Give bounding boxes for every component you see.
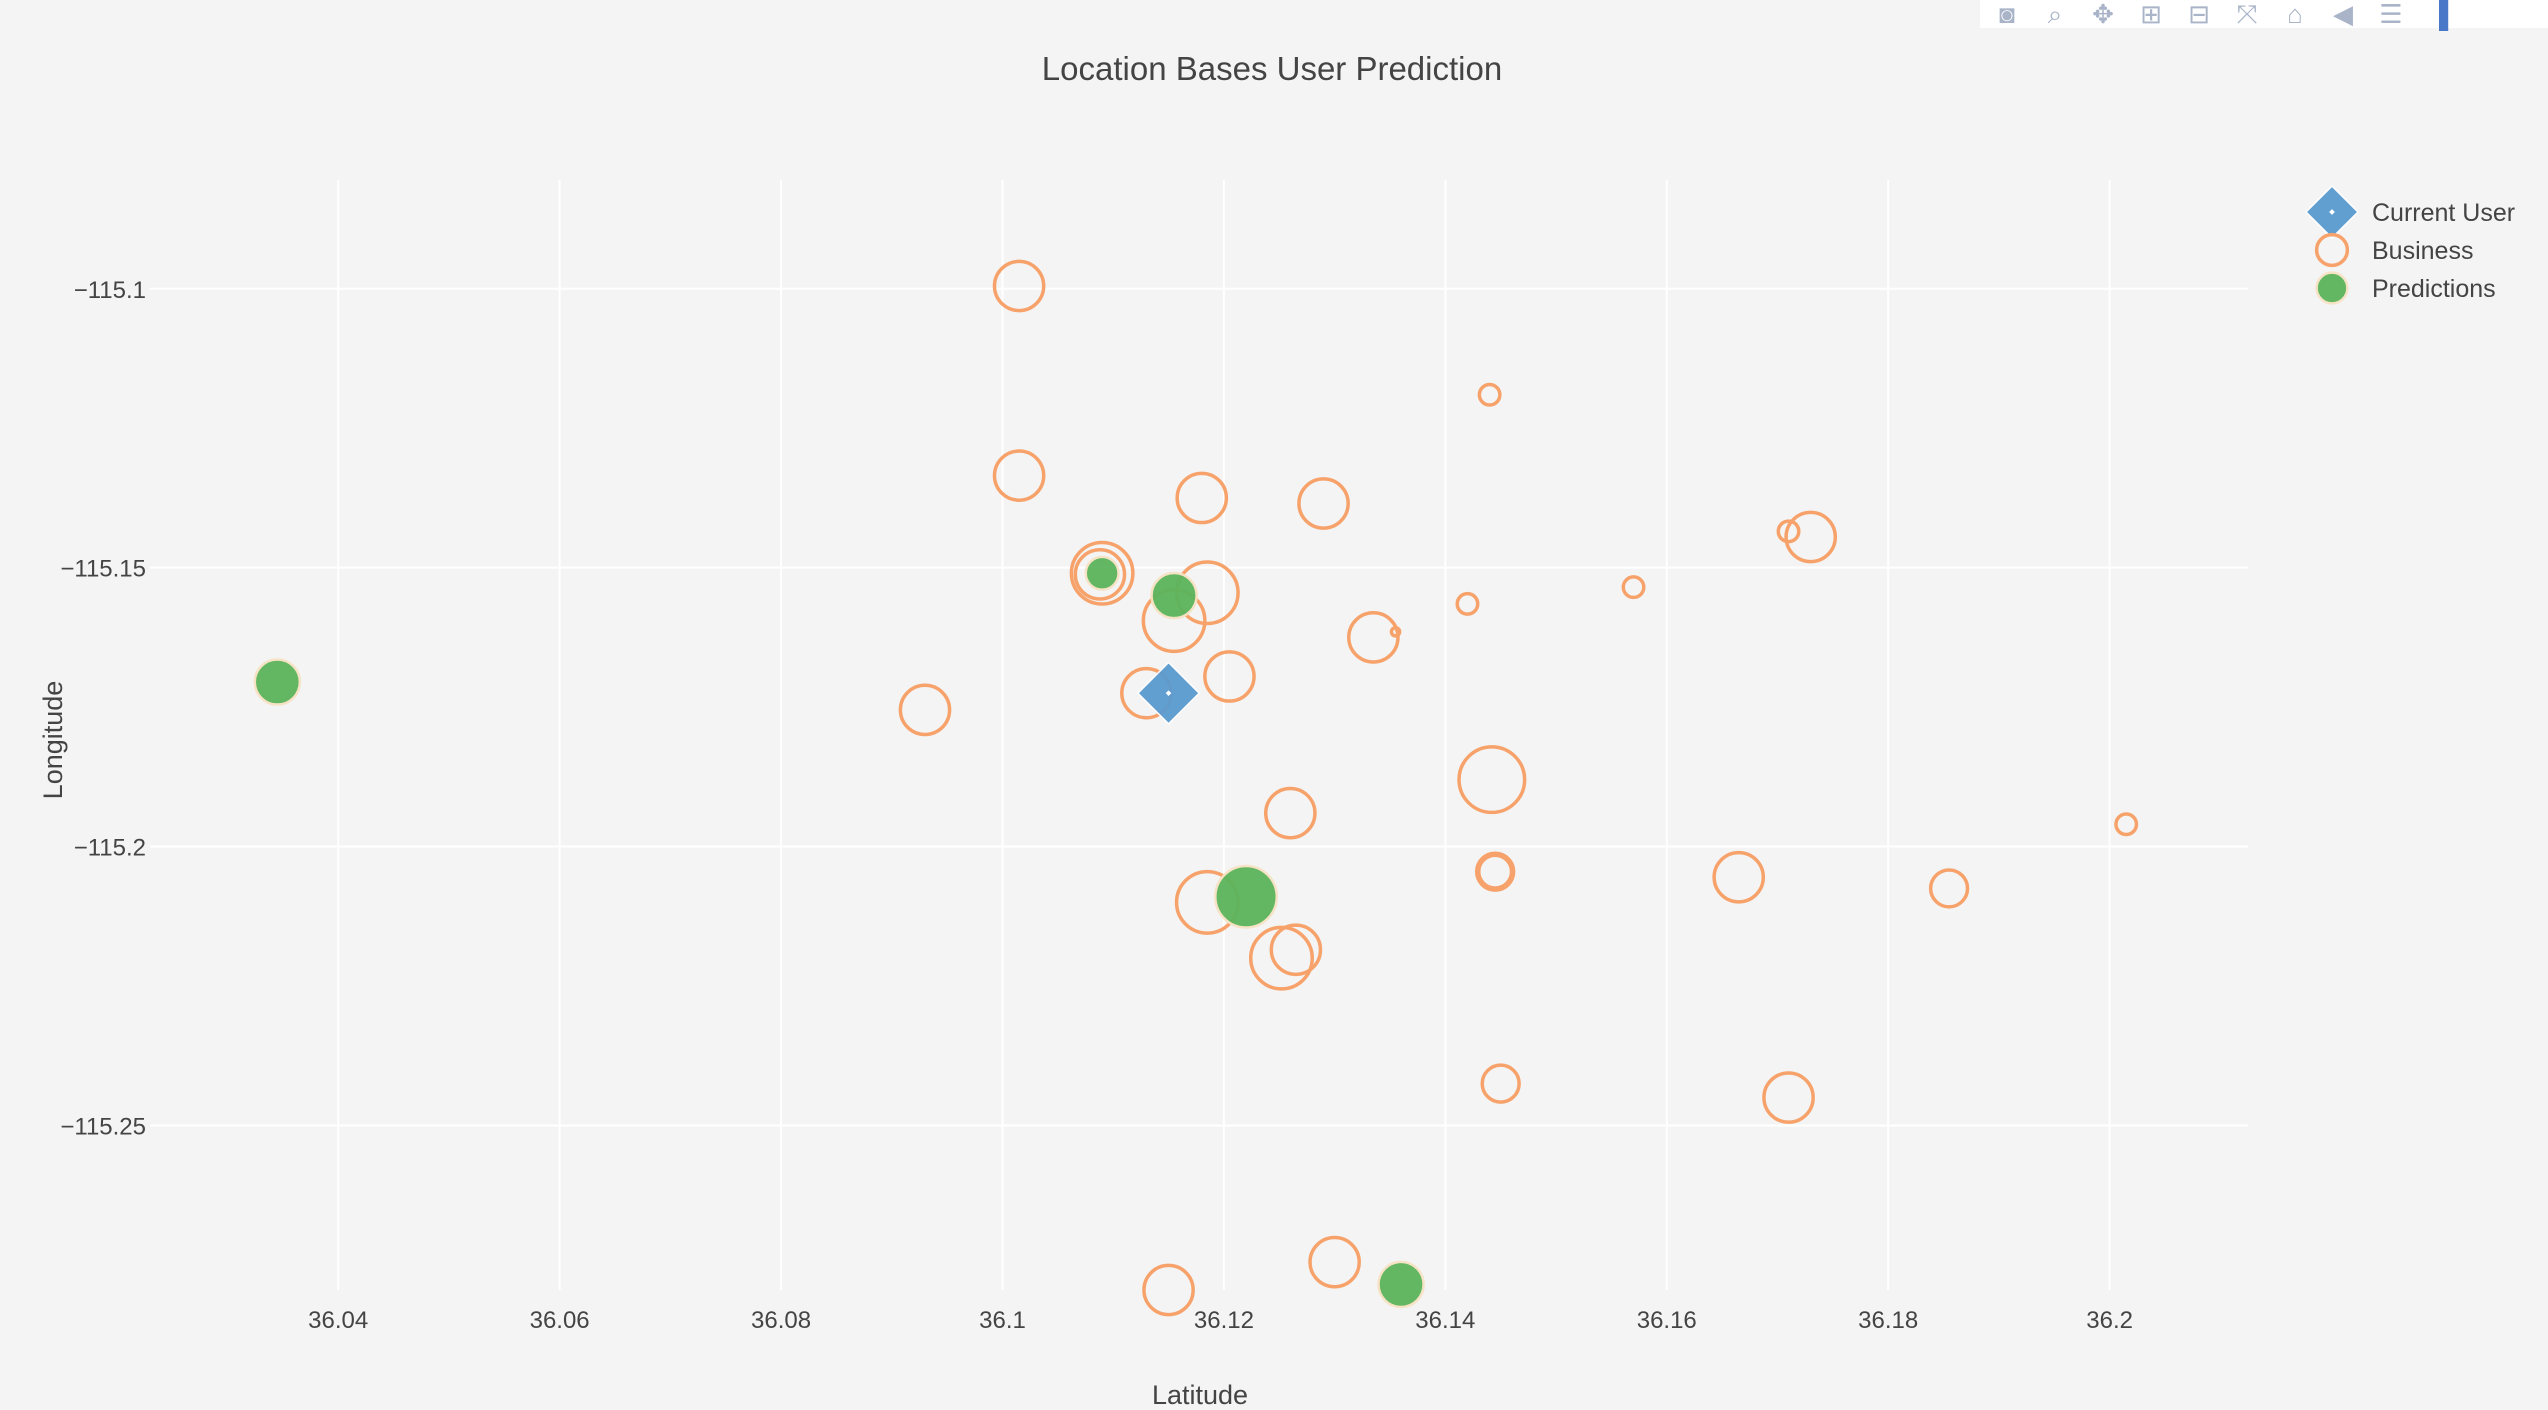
legend-item[interactable]: Predictions bbox=[2315, 271, 2496, 305]
business-point[interactable] bbox=[1203, 650, 1256, 703]
business-point[interactable] bbox=[1477, 853, 1514, 890]
business-point[interactable] bbox=[1073, 548, 1127, 601]
business-point[interactable] bbox=[1474, 851, 1516, 892]
hover-closest-icon[interactable]: ◀ bbox=[2333, 0, 2353, 29]
business-point[interactable] bbox=[1297, 477, 1350, 530]
x-tick-label: 36.08 bbox=[751, 1307, 811, 1334]
plot-modebar: ◙ ⌕ ✥ ⊞ ⊟ ⤧ ⌂ ◀ ☰ ▐ bbox=[1980, 0, 2548, 28]
business-point[interactable] bbox=[1263, 786, 1317, 840]
legend-item[interactable]: Business bbox=[2314, 232, 2474, 268]
current-user-point[interactable] bbox=[1136, 661, 1201, 725]
x-tick-label: 36.18 bbox=[1858, 1307, 1918, 1334]
legend-marker[interactable] bbox=[2305, 185, 2359, 239]
home-icon[interactable]: ⌂ bbox=[2287, 0, 2303, 29]
prediction-point[interactable] bbox=[1084, 555, 1120, 591]
business-point[interactable] bbox=[1308, 1235, 1361, 1289]
business-point[interactable] bbox=[1269, 923, 1323, 977]
business-point[interactable] bbox=[1455, 591, 1480, 616]
x-tick-label: 36.04 bbox=[308, 1307, 368, 1334]
plot-markers bbox=[253, 259, 2139, 1317]
zoom-in-icon[interactable]: ⊞ bbox=[2140, 0, 2162, 29]
legend-marker[interactable] bbox=[2315, 271, 2349, 305]
autoscale-icon[interactable]: ⤧ bbox=[2236, 0, 2258, 29]
business-point[interactable] bbox=[1712, 850, 1766, 904]
business-point[interactable] bbox=[1762, 1071, 1815, 1124]
zoom-icon[interactable]: ⌕ bbox=[2047, 0, 2063, 29]
y-tick-label: −115.15 bbox=[60, 556, 146, 583]
business-point[interactable] bbox=[1477, 382, 1502, 407]
x-axis-title: Latitude bbox=[1152, 1380, 1248, 1410]
business-point[interactable] bbox=[992, 449, 1046, 502]
x-tick-label: 36.16 bbox=[1637, 1307, 1697, 1334]
legend-label: Predictions bbox=[2372, 275, 2496, 303]
legend-label: Current User bbox=[2372, 199, 2515, 227]
business-point[interactable] bbox=[1928, 868, 1970, 909]
prediction-point[interactable] bbox=[1214, 864, 1279, 929]
y-tick-label: −115.25 bbox=[60, 1113, 146, 1140]
chart-legend: Current User Business Predictions bbox=[2305, 185, 2515, 305]
y-axis-title: Longitude bbox=[38, 681, 68, 800]
legend-marker[interactable] bbox=[2314, 232, 2350, 268]
chart-title: Location Bases User Prediction bbox=[1042, 50, 1502, 87]
pan-icon[interactable]: ✥ bbox=[2092, 0, 2114, 29]
business-point[interactable] bbox=[1776, 519, 1801, 544]
zoom-out-icon[interactable]: ⊟ bbox=[2188, 0, 2210, 29]
x-tick-label: 36.2 bbox=[2086, 1307, 2133, 1334]
hover-compare-icon[interactable]: ☰ bbox=[2379, 0, 2403, 29]
x-tick-label: 36.12 bbox=[1194, 1307, 1254, 1334]
business-point[interactable] bbox=[1480, 1063, 1521, 1104]
business-point[interactable] bbox=[1457, 745, 1527, 815]
business-point[interactable] bbox=[1142, 1263, 1195, 1317]
business-point[interactable] bbox=[2114, 812, 2139, 837]
business-point[interactable] bbox=[1069, 540, 1135, 606]
business-point[interactable] bbox=[1175, 471, 1229, 525]
prediction-point[interactable] bbox=[1150, 571, 1198, 620]
business-point[interactable] bbox=[1248, 925, 1314, 991]
business-point[interactable] bbox=[898, 683, 952, 737]
legend-item[interactable]: Current User bbox=[2305, 185, 2515, 239]
y-tick-label: −115.1 bbox=[74, 277, 146, 304]
camera-icon[interactable]: ◙ bbox=[1999, 0, 2015, 29]
business-point[interactable] bbox=[1389, 625, 1402, 638]
prediction-point[interactable] bbox=[253, 658, 302, 706]
business-point[interactable] bbox=[1621, 575, 1646, 600]
legend-label: Business bbox=[2372, 237, 2473, 265]
x-tick-label: 36.06 bbox=[530, 1307, 590, 1334]
grid-lines bbox=[150, 180, 2248, 1290]
business-point[interactable] bbox=[992, 259, 1046, 313]
x-tick-label: 36.14 bbox=[1415, 1307, 1475, 1334]
axis-tick-labels: 36.04 36.06 36.08 36.1 36.12 36.14 36.16 36.18 3… bbox=[60, 277, 2133, 1334]
prediction-point[interactable] bbox=[1377, 1260, 1425, 1309]
x-tick-label: 36.1 bbox=[979, 1307, 1026, 1334]
business-point[interactable] bbox=[1784, 510, 1838, 564]
business-point[interactable] bbox=[1347, 611, 1400, 664]
y-tick-label: −115.2 bbox=[74, 835, 146, 862]
plotly-logo-icon[interactable]: ▐ bbox=[2429, 0, 2449, 29]
